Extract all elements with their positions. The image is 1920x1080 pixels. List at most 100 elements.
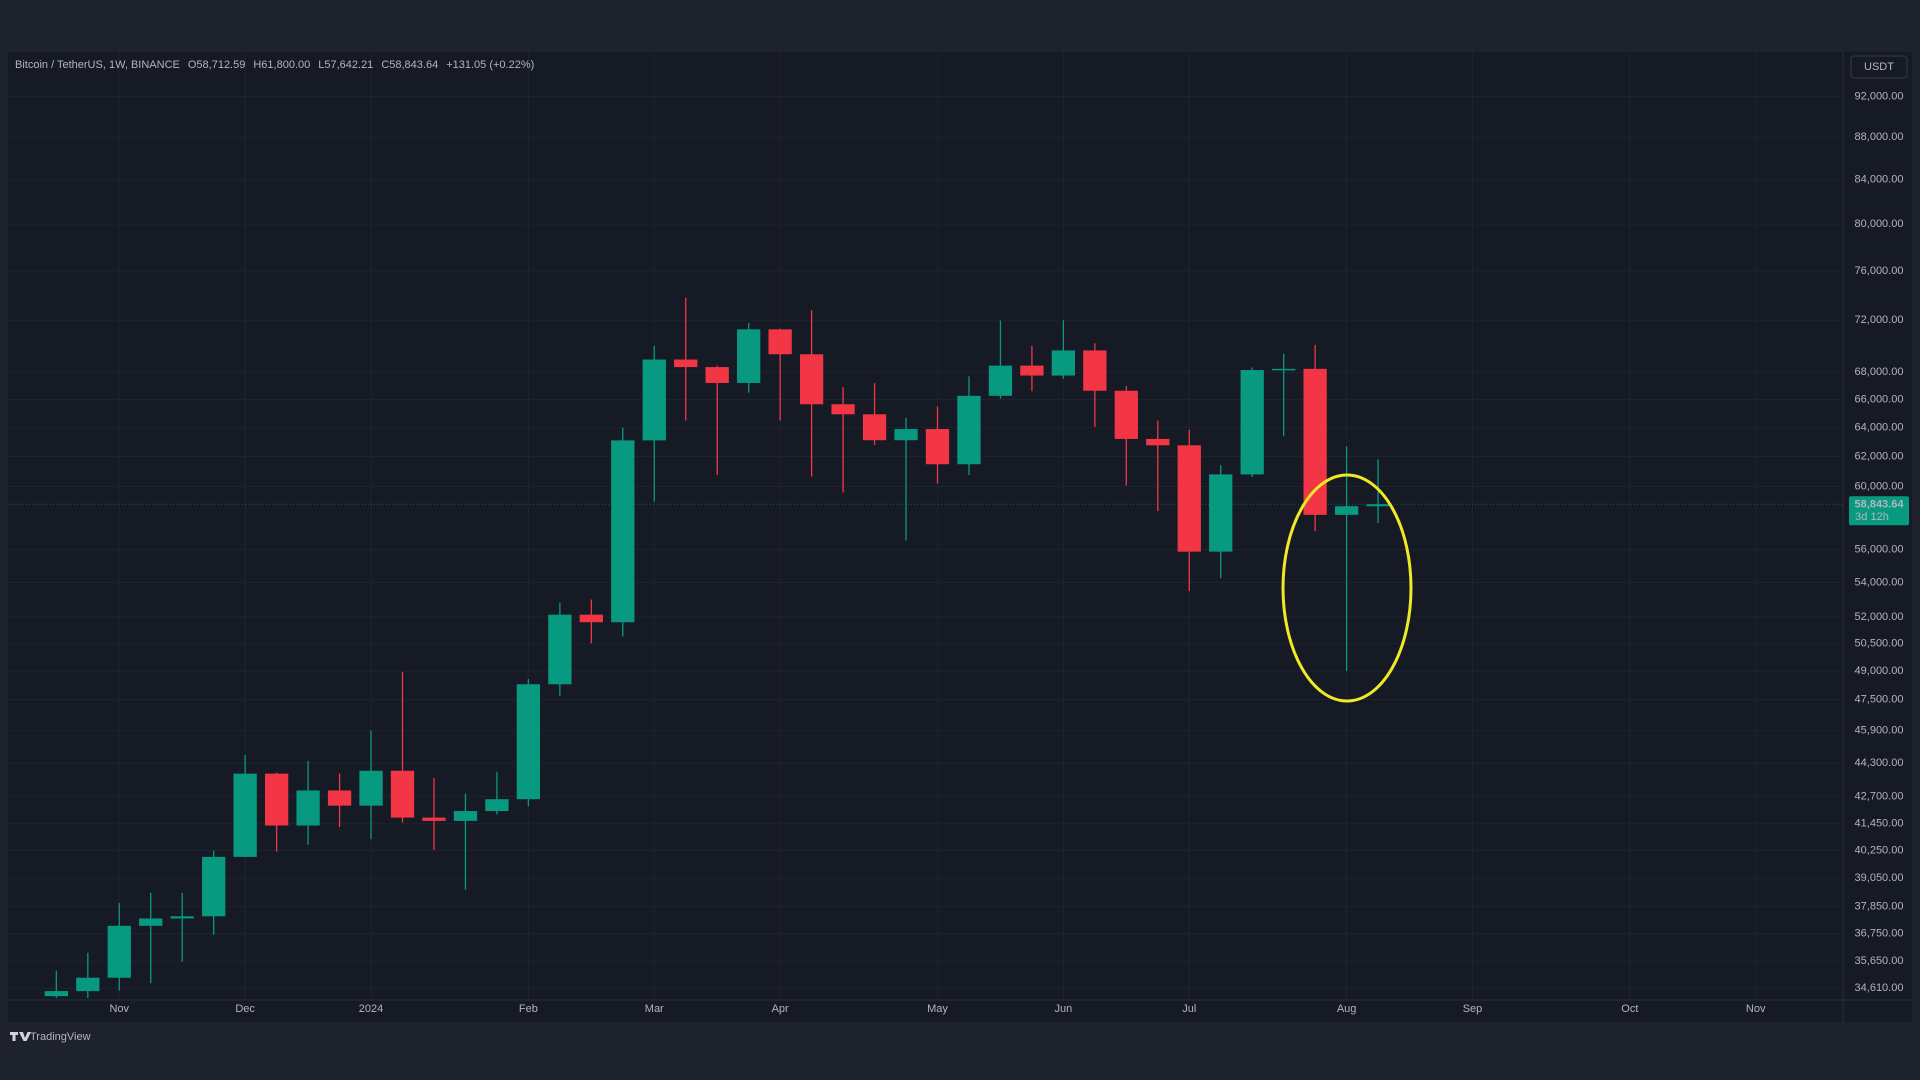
- candle-body: [264, 773, 289, 826]
- candle-body: [1366, 504, 1390, 507]
- candle-body: [674, 359, 698, 368]
- y-tick-label: 56,000.00: [1855, 543, 1904, 555]
- brand-logo: TradingView: [10, 1031, 91, 1043]
- candle-body: [170, 916, 194, 919]
- x-tick-label: Apr: [772, 1003, 789, 1015]
- candle-body: [1114, 390, 1138, 439]
- candle-body: [831, 404, 855, 415]
- candle-body: [957, 395, 981, 465]
- candle-body: [548, 614, 572, 685]
- candle-body: [1334, 506, 1359, 515]
- y-tick-label: 37,850.00: [1855, 900, 1904, 912]
- candle-body: [799, 354, 824, 405]
- ohlc-label: H61,800.00: [253, 59, 310, 71]
- candle-body: [359, 770, 383, 806]
- x-tick-label: Nov: [109, 1003, 129, 1015]
- candle-body: [76, 977, 100, 992]
- x-tick-label: Jun: [1055, 1003, 1073, 1015]
- countdown: 3d 12h: [1855, 511, 1889, 523]
- candle-body: [1303, 368, 1327, 515]
- candle-body: [862, 414, 887, 441]
- candle-body: [485, 799, 509, 812]
- candle-body: [705, 367, 729, 383]
- y-tick-label: 52,000.00: [1855, 611, 1904, 623]
- candle-body: [1240, 370, 1264, 475]
- y-tick-label: 80,000.00: [1855, 218, 1904, 230]
- last-price-label: 58,843.64: [1855, 499, 1905, 511]
- x-tick-label: Sep: [1463, 1003, 1483, 1015]
- ohlc-label: L57,642.21: [318, 59, 373, 71]
- candle-body: [925, 429, 950, 465]
- y-tick-label: 88,000.00: [1855, 131, 1904, 143]
- y-tick-label: 36,750.00: [1855, 927, 1904, 939]
- x-tick-label: Jul: [1182, 1003, 1196, 1015]
- y-tick-label: 39,050.00: [1855, 872, 1904, 884]
- y-tick-label: 45,900.00: [1855, 725, 1904, 737]
- x-tick-label: Oct: [1621, 1003, 1638, 1015]
- x-tick-label: Dec: [235, 1003, 255, 1015]
- candle-body: [202, 856, 226, 917]
- labels: Bitcoin / TetherUS, 1W, BINANCE O58,712.5…: [15, 59, 1909, 1015]
- candle-body: [1051, 350, 1076, 376]
- y-tick-label: 50,500.00: [1855, 638, 1904, 650]
- candle-body: [1209, 474, 1233, 552]
- brand: TradingView: [30, 1031, 91, 1043]
- candle-body: [1177, 445, 1201, 552]
- candle-body: [233, 773, 257, 857]
- currency[interactable]: USDT: [1864, 61, 1894, 73]
- y-tick-label: 62,000.00: [1855, 450, 1904, 462]
- grid: [8, 52, 1843, 1000]
- y-tick-label: 72,000.00: [1855, 314, 1904, 326]
- symbol-title: Bitcoin / TetherUS, 1W, BINANCE: [15, 59, 180, 71]
- x-tick-label: Nov: [1746, 1003, 1766, 1015]
- y-tick-label: 66,000.00: [1855, 393, 1904, 405]
- candle-body: [390, 770, 415, 818]
- y-tick-label: 47,500.00: [1855, 693, 1904, 705]
- y-tick-label: 60,000.00: [1855, 480, 1904, 492]
- candle-body: [1020, 365, 1044, 376]
- candle-body: [894, 429, 918, 441]
- candle-body: [1272, 368, 1296, 371]
- y-tick-label: 41,450.00: [1855, 818, 1904, 830]
- candle-body: [1083, 350, 1107, 391]
- y-tick-label: 44,300.00: [1855, 757, 1904, 769]
- plot-background: [8, 52, 1912, 1022]
- candle-body: [642, 359, 666, 441]
- candle-body: [296, 790, 320, 826]
- candle-body: [139, 918, 163, 926]
- change-label: +131.05 (+0.22%): [446, 59, 534, 71]
- y-tick-label: 92,000.00: [1855, 91, 1904, 103]
- candle-body: [516, 684, 541, 800]
- x-tick-label: May: [927, 1003, 948, 1015]
- ohlc-label: O58,712.59: [188, 59, 246, 71]
- y-tick-label: 54,000.00: [1855, 576, 1904, 588]
- highlight-ellipse: [1281, 473, 1413, 703]
- y-tick-label: 42,700.00: [1855, 791, 1904, 803]
- ohlc-label: C58,843.64: [381, 59, 438, 71]
- candle-body: [611, 440, 635, 623]
- x-tick-label: Feb: [519, 1003, 538, 1015]
- candle-body: [327, 790, 352, 806]
- candle-body: [579, 614, 603, 623]
- candle-body: [44, 991, 68, 997]
- candle-body: [422, 817, 446, 821]
- y-tick-label: 76,000.00: [1855, 265, 1904, 277]
- y-tick-label: 34,610.00: [1855, 982, 1904, 994]
- y-tick-label: 68,000.00: [1855, 366, 1904, 378]
- candle-body: [453, 811, 478, 821]
- y-tick-label: 64,000.00: [1855, 422, 1904, 434]
- x-tick-label: 2024: [359, 1003, 383, 1015]
- candle-body: [107, 925, 131, 978]
- currency-box[interactable]: [1850, 55, 1908, 79]
- x-tick-label: Mar: [645, 1003, 664, 1015]
- y-tick-label: 84,000.00: [1855, 174, 1904, 186]
- candle-body: [1146, 438, 1170, 446]
- candle-body: [737, 329, 761, 383]
- y-tick-label: 40,250.00: [1855, 844, 1904, 856]
- candle-body: [988, 365, 1013, 396]
- brand-icon: [10, 1032, 31, 1041]
- last-price-tag: [1849, 496, 1909, 526]
- y-tick-label: 35,650.00: [1855, 955, 1904, 967]
